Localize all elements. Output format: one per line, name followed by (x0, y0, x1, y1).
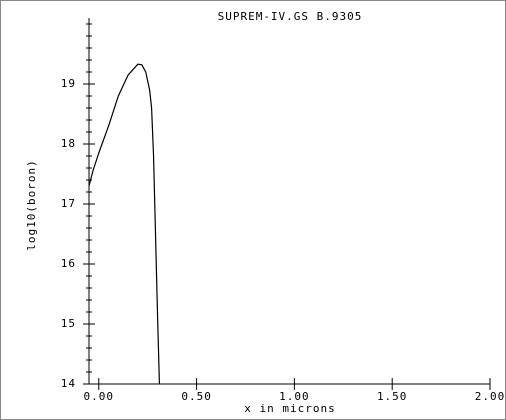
y-tick-label: 15 (61, 317, 76, 330)
x-tick-label: 1.00 (279, 390, 310, 403)
x-tick-label: 2.00 (475, 390, 506, 403)
y-tick-label: 17 (61, 197, 76, 210)
y-axis-label: log10(boron) (25, 159, 38, 250)
x-tick-label: 0.50 (181, 390, 212, 403)
chart-title: SUPREM-IV.GS B.9305 (218, 10, 363, 23)
y-tick-label: 18 (61, 137, 76, 150)
y-tick-label: 19 (61, 77, 76, 90)
y-tick-label: 16 (61, 257, 76, 270)
data-line (88, 63, 161, 385)
x-axis-label: x in microns (244, 402, 335, 415)
x-tick-label: 1.50 (377, 390, 408, 403)
x-tick-label: 0.00 (84, 390, 115, 403)
y-tick-label: 14 (61, 377, 76, 390)
